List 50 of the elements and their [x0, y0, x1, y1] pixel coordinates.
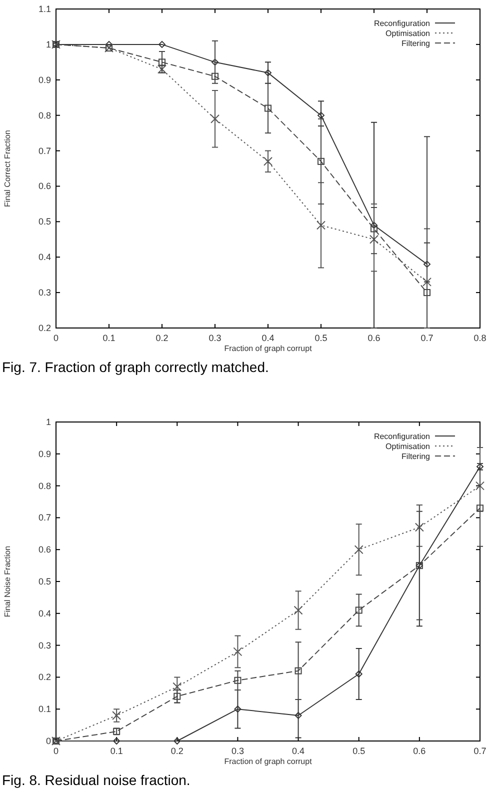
x-tick-label: 0.4: [292, 746, 305, 756]
x-axis-title: Fraction of graph corrupt: [224, 757, 313, 766]
x-tick-label: 0.4: [262, 333, 274, 343]
y-tick-label: 0.4: [38, 252, 51, 262]
legend-label: Filtering: [402, 39, 430, 48]
legend-label: Optimisation: [386, 442, 430, 451]
y-axis-title: Final Correct Fraction: [3, 130, 12, 207]
y-tick-label: 1.1: [38, 4, 51, 14]
caption: Fig. 8. Residual noise fraction.: [2, 772, 190, 788]
x-tick-label: 0.7: [420, 333, 434, 343]
y-tick-label: 0.5: [38, 216, 51, 227]
x-axis-title: Fraction of graph corrupt: [224, 344, 313, 353]
y-tick-label: 0: [46, 736, 51, 746]
y-tick-label: 0.3: [38, 288, 51, 298]
x-tick-label: 0.2: [156, 333, 168, 343]
x-tick-label: 0.3: [208, 333, 222, 343]
legend-label: Reconfiguration: [374, 19, 430, 28]
x-tick-label: 0.2: [170, 746, 184, 756]
x-tick-label: 0.6: [368, 333, 380, 343]
y-tick-label: 0.8: [38, 110, 51, 120]
x-tick-label: 0: [53, 746, 59, 756]
x-tick-label: 0.7: [474, 746, 486, 756]
y-tick-label: 1: [46, 39, 51, 50]
y-tick-label: 0.9: [38, 74, 51, 85]
y-axis-title: Final Noise Fraction: [3, 546, 12, 618]
x-tick-label: 0.5: [314, 333, 328, 343]
y-tick-label: 0.4: [38, 608, 51, 618]
y-tick-label: 0.2: [38, 672, 51, 682]
y-tick-label: 0.6: [38, 544, 51, 555]
y-tick-label: 0.6: [38, 181, 51, 192]
x-tick-label: 0.1: [110, 746, 123, 756]
legend-label: Reconfiguration: [374, 432, 430, 441]
x-tick-label: 0.6: [413, 746, 426, 756]
x-tick-label: 0.3: [231, 746, 244, 756]
y-tick-label: 0.7: [38, 512, 51, 523]
x-tick-label: 0.1: [102, 333, 116, 343]
legend-label: Filtering: [402, 452, 430, 461]
y-tick-label: 0.8: [38, 480, 51, 491]
y-tick-label: 0.5: [38, 576, 51, 586]
x-tick-label: 0.8: [474, 333, 486, 343]
y-tick-label: 0.2: [38, 323, 51, 333]
caption: Fig. 7. Fraction of graph correctly matched.: [2, 359, 269, 375]
y-tick-label: 0.3: [38, 640, 51, 650]
y-tick-label: 1: [46, 417, 51, 427]
y-tick-label: 0.9: [38, 448, 51, 459]
y-tick-label: 0.1: [38, 704, 51, 714]
y-tick-label: 0.7: [38, 146, 51, 156]
legend-label: Optimisation: [386, 29, 430, 38]
x-tick-label: 0: [53, 333, 59, 343]
x-tick-label: 0.5: [352, 746, 366, 756]
